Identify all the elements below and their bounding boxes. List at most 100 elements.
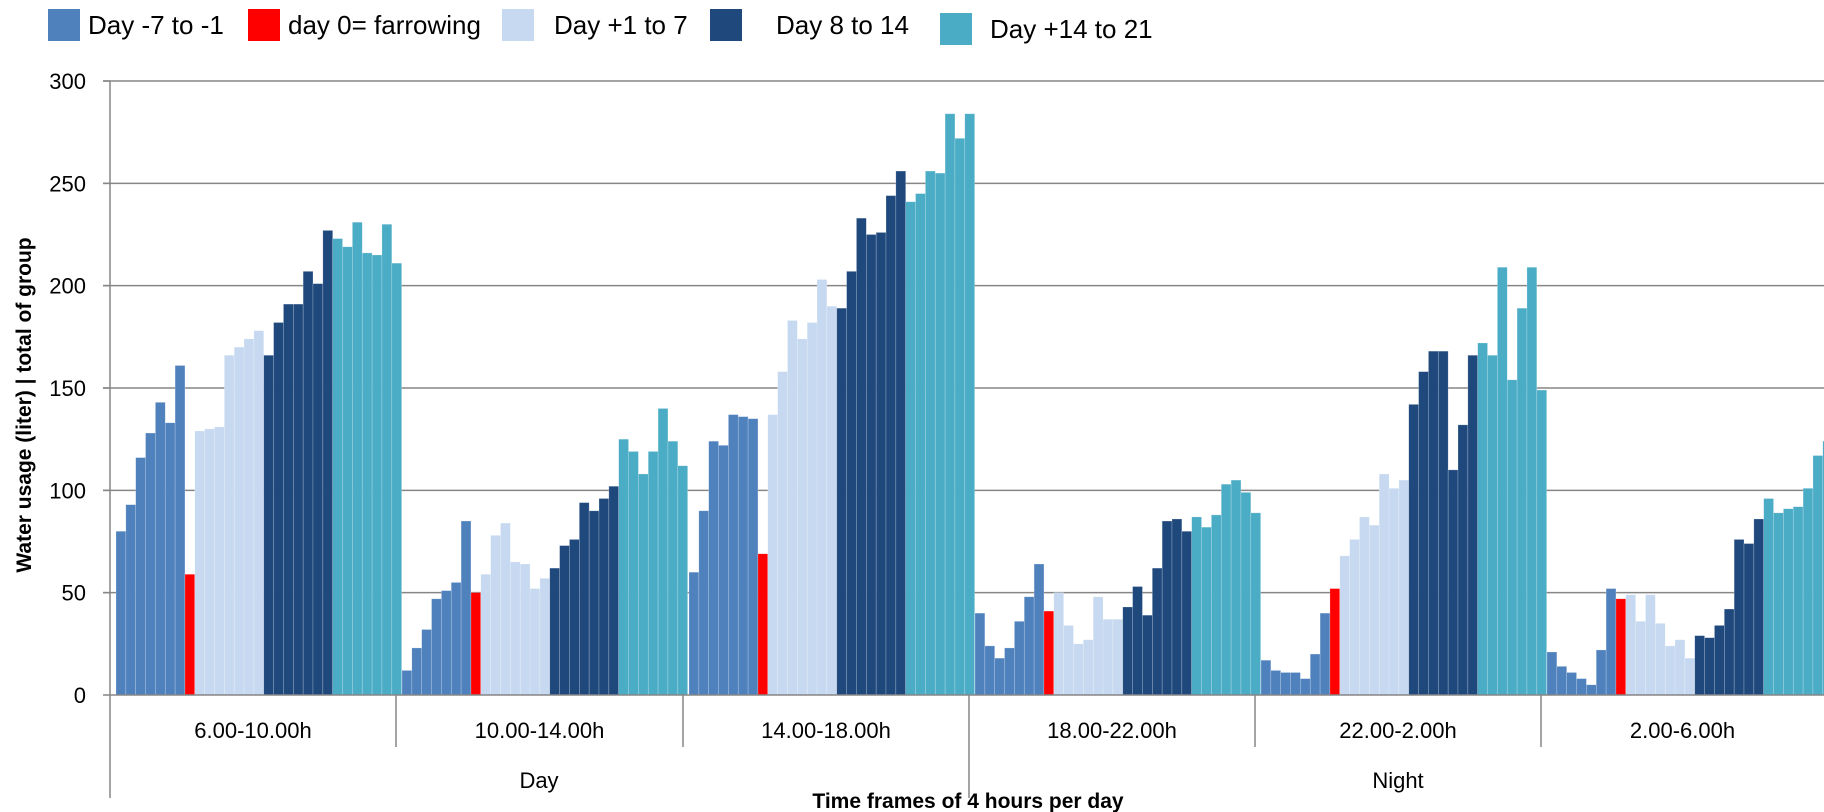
bar (391, 262, 402, 696)
bar (1230, 479, 1242, 696)
bar (1714, 625, 1725, 696)
bar (1260, 659, 1272, 696)
bar (1309, 653, 1321, 696)
bar (1497, 266, 1508, 696)
bar (1783, 508, 1794, 696)
bars-layer (115, 113, 1824, 696)
legend-label: Day +1 to 7 (554, 9, 688, 40)
bar (767, 414, 778, 696)
bar (1004, 647, 1015, 696)
bar (224, 354, 235, 696)
bar (204, 428, 215, 696)
bar (1506, 379, 1518, 696)
group-label: 6.00-10.00h (194, 718, 311, 743)
bar (1812, 455, 1824, 696)
bar (1467, 354, 1478, 696)
bar (1280, 672, 1291, 696)
bar (667, 440, 679, 696)
bar (797, 338, 808, 696)
bar (145, 432, 156, 696)
y-tick-label: 200 (49, 274, 86, 299)
bar (1142, 614, 1153, 696)
bar (263, 354, 274, 696)
bar (1635, 621, 1646, 696)
bar (1092, 596, 1104, 696)
bar (1349, 539, 1360, 696)
bar (1566, 672, 1577, 696)
bar (115, 530, 127, 696)
bar (1329, 588, 1341, 696)
bar (836, 307, 847, 696)
group-label: 14.00-18.00h (761, 718, 891, 743)
bar (638, 473, 649, 696)
bar (895, 170, 906, 696)
bar (1398, 479, 1410, 696)
group-label: 10.00-14.00h (475, 718, 605, 743)
bar (194, 430, 205, 696)
bar (944, 113, 956, 696)
bar (569, 539, 580, 696)
bar (1516, 307, 1528, 696)
bar (688, 571, 700, 696)
bar (1290, 672, 1301, 696)
bar (1536, 389, 1547, 696)
bar (826, 305, 838, 696)
bar (539, 578, 551, 696)
bar (647, 451, 659, 696)
super-group-labels: Day Night (519, 768, 1423, 793)
bar (747, 418, 759, 696)
bar (1674, 639, 1686, 696)
group-label: 22.00-2.00h (1339, 718, 1456, 743)
bar (1418, 371, 1429, 696)
bar (677, 465, 688, 696)
y-tick-label: 50 (62, 581, 86, 606)
bar (283, 303, 294, 696)
super-group-label: Night (1372, 768, 1423, 793)
bar (1595, 649, 1607, 696)
legend-item-day-minus7-to-minus1: Day -7 to -1 (48, 8, 224, 42)
bar (1211, 514, 1222, 696)
group-separators (395, 695, 1542, 798)
bar (1369, 524, 1380, 696)
bar (875, 232, 887, 696)
bar (1388, 487, 1400, 696)
y-tick-label: 250 (49, 171, 86, 196)
y-tick-label: 100 (49, 478, 86, 503)
bar (1763, 498, 1774, 696)
bar (856, 217, 867, 696)
bar (1201, 526, 1212, 696)
bar (1743, 543, 1755, 696)
bar (450, 582, 462, 696)
bar (885, 195, 897, 696)
bar (135, 457, 146, 696)
bar (964, 113, 975, 696)
bar (361, 252, 373, 696)
legend-label: Day 8 to 14 (776, 9, 909, 40)
bar (657, 408, 669, 696)
bar (253, 330, 265, 696)
bar (1053, 592, 1064, 696)
legend-label: Day -7 to -1 (88, 9, 224, 40)
bar (510, 561, 521, 696)
bar (342, 246, 353, 696)
bar (529, 588, 541, 696)
bar (816, 279, 828, 696)
bar (1073, 643, 1084, 696)
bar (1023, 596, 1035, 696)
bar (332, 238, 343, 696)
bar (1605, 588, 1617, 696)
bar (1625, 594, 1636, 696)
bar (1586, 684, 1597, 696)
bar (777, 371, 788, 696)
bar (381, 223, 393, 696)
y-tick-label: 150 (49, 376, 86, 401)
bar (1161, 520, 1173, 696)
bar (1378, 473, 1390, 696)
bar (1014, 621, 1025, 696)
bar (1191, 516, 1202, 696)
bar (1457, 424, 1469, 696)
bar (628, 451, 639, 696)
legend-swatch (710, 9, 742, 41)
bar (1645, 594, 1656, 696)
bar (519, 563, 531, 696)
